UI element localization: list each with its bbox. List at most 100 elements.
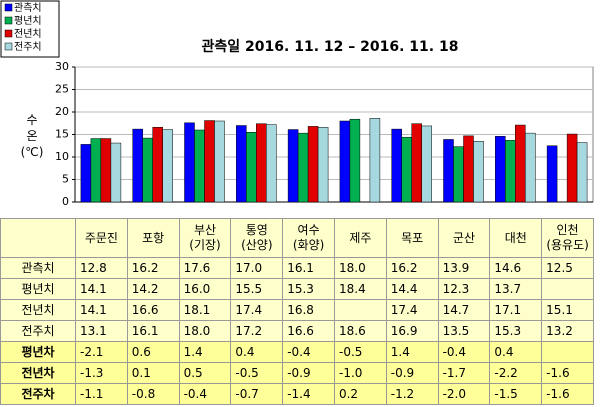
value-cell: 16.6 (126, 299, 180, 321)
value-cell: -0.7 (230, 383, 284, 405)
bar (246, 132, 257, 203)
value-cell: 16.2 (126, 257, 180, 279)
legend-label: 전주치 (14, 41, 42, 53)
table-row: 전년차 -1.3 0.1 0.5 -0.5 -0.9 -1.0 -0.9 -1.7 -2.2 -1.… (0, 362, 594, 384)
value-cell: -1.7 (437, 362, 491, 384)
y-axis-label: 수 온 (℃) (20, 113, 44, 159)
bar (204, 120, 215, 203)
value-cell: 16.1 (282, 257, 335, 279)
y-tick-label: 0 (62, 195, 69, 208)
category-cell: 대천 (489, 218, 543, 258)
bar (214, 120, 225, 203)
bar (566, 133, 578, 203)
y-tick-label: 20 (55, 105, 69, 118)
bar (142, 137, 153, 203)
value-cell: 1.4 (178, 341, 232, 363)
value-cell: 12.3 (437, 278, 491, 300)
row-label: 평년치 (0, 278, 76, 300)
bar (421, 125, 432, 203)
category-cell: 인천 (용유도) (541, 218, 594, 258)
legend-label: 관측치 (14, 2, 42, 14)
value-cell: 0.6 (126, 341, 180, 363)
value-cell: 18.1 (178, 299, 232, 321)
value-cell: -1.0 (333, 362, 387, 384)
category-cell: 통영 (산양) (230, 218, 284, 258)
bar (266, 124, 277, 203)
value-cell: -0.5 (333, 341, 387, 363)
value-cell: 12.5 (541, 257, 594, 279)
table-row: 관측치 12.8 16.2 17.6 17.0 16.1 18.0 16.2 13.9 14.6 1… (0, 257, 594, 279)
value-cell: 16.0 (178, 278, 232, 300)
value-cell: 16.6 (282, 320, 335, 342)
value-cell: 17.1 (489, 299, 543, 321)
row-label: 전주치 (0, 320, 76, 342)
value-cell: 18.0 (333, 257, 387, 279)
bar (546, 145, 558, 203)
bar (90, 138, 102, 203)
category-cell: 제주 (333, 218, 387, 258)
row-label: 평년차 (0, 341, 76, 363)
value-cell: 13.5 (437, 320, 491, 342)
value-cell: 18.6 (333, 320, 387, 342)
y-tick-label: 10 (55, 150, 69, 163)
value-cell (541, 278, 594, 300)
legend-swatch (4, 29, 13, 38)
row-label: 전주차 (0, 383, 76, 405)
bar (152, 127, 163, 203)
value-cell: 12.8 (75, 257, 128, 279)
value-cell: 15.3 (489, 320, 543, 342)
value-cell: -1.5 (489, 383, 543, 405)
row-label: 전년치 (0, 299, 76, 321)
value-cell: 13.2 (541, 320, 594, 342)
y-tick-label: 15 (55, 128, 69, 141)
category-cell: 목포 (385, 218, 439, 258)
value-cell: 0.1 (126, 362, 180, 384)
value-cell: -0.9 (282, 362, 335, 384)
category-cell: 포항 (126, 218, 180, 258)
value-cell: 16.1 (126, 320, 180, 342)
value-cell: 14.2 (126, 278, 180, 300)
bar (411, 123, 422, 203)
value-cell: 0.4 (230, 341, 284, 363)
value-cell: 15.5 (230, 278, 284, 300)
category-cell: 부산 (기장) (178, 218, 232, 258)
bar (391, 128, 402, 203)
value-cell: 17.4 (230, 299, 284, 321)
table-row: 전년치 14.1 16.6 18.1 17.4 16.8 17.4 14.7 17.1 15.1 (0, 299, 594, 321)
value-cell: -1.4 (282, 383, 335, 405)
bar (184, 122, 195, 203)
bar (339, 120, 351, 203)
data-table: 주문진 포항 부산 (기장) 통영 (산양) 여수 (화양) 제주 목포 군산 대천 인천 (용유… (0, 218, 594, 405)
bar (256, 123, 267, 203)
row-label: 전년차 (0, 362, 76, 384)
value-cell: -1.2 (385, 383, 439, 405)
bar (80, 144, 92, 203)
value-cell: -1.1 (75, 383, 128, 405)
bar (162, 129, 173, 203)
value-cell (541, 341, 594, 363)
chart: 관측일 2016. 11. 12 – 2016. 11. 18 0 5 10 15 20… (0, 0, 594, 208)
value-cell: 14.4 (385, 278, 439, 300)
value-cell: -0.4 (178, 383, 232, 405)
bar (110, 142, 122, 203)
bar (505, 140, 516, 203)
bar (297, 132, 309, 203)
header-row: 주문진 포항 부산 (기장) 통영 (산양) 여수 (화양) 제주 목포 군산 대천 인천 (용유… (0, 218, 594, 258)
bar (401, 136, 412, 203)
value-cell: -2.1 (75, 341, 128, 363)
y-tick-label: 25 (55, 83, 69, 96)
value-cell: 1.4 (385, 341, 439, 363)
value-cell: 18.0 (178, 320, 232, 342)
bar (495, 136, 506, 203)
category-cell: 주문진 (75, 218, 128, 258)
value-cell: 16.9 (385, 320, 439, 342)
bar (369, 118, 381, 203)
value-cell: -0.5 (230, 362, 284, 384)
value-cell (333, 299, 387, 321)
legend-label: 전년치 (14, 28, 42, 40)
value-cell: 13.1 (75, 320, 128, 342)
value-cell: -1.6 (541, 362, 594, 384)
bar (576, 142, 588, 203)
corner-cell (0, 218, 76, 258)
